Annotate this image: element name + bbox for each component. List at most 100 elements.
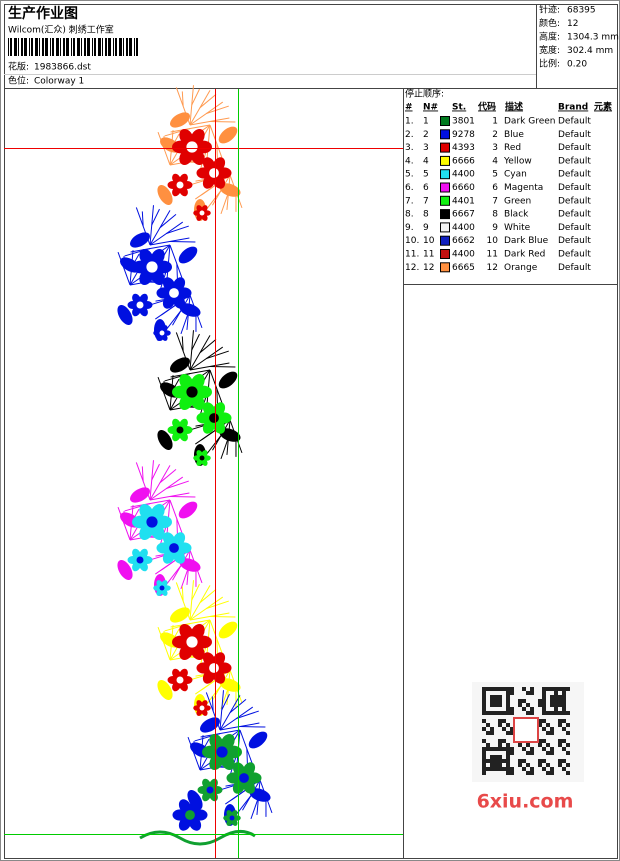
- bar: [66, 38, 69, 56]
- row-description: Dark Green: [504, 117, 555, 127]
- qr-module: [490, 759, 494, 763]
- qr-module: [486, 747, 490, 751]
- qr-module: [486, 711, 490, 715]
- row-code: 7: [492, 196, 498, 206]
- bar: [129, 38, 132, 56]
- bar: [60, 38, 61, 56]
- bar: [50, 38, 51, 56]
- column-header: 元素: [594, 101, 612, 113]
- qr-module: [510, 727, 514, 731]
- row-st: 4393: [452, 143, 475, 153]
- flower-center: [185, 810, 195, 820]
- petal: [161, 588, 168, 596]
- sprig: [181, 91, 184, 107]
- bar: [115, 38, 117, 56]
- qr-module: [482, 691, 486, 695]
- qr-module: [494, 755, 498, 759]
- petal: [202, 157, 216, 172]
- bar: [84, 38, 86, 56]
- sprig: [189, 85, 194, 126]
- qr-module: [530, 771, 534, 775]
- qr-module: [498, 767, 502, 771]
- petal: [209, 734, 224, 751]
- flower-center: [209, 413, 219, 423]
- title: 生产作业图: [8, 5, 78, 22]
- qr-module: [546, 731, 550, 735]
- sprig: [236, 710, 259, 720]
- row-description: Magenta: [504, 183, 543, 193]
- qr-module: [490, 703, 494, 707]
- sprig: [155, 304, 176, 320]
- qr-module: [558, 719, 562, 723]
- row-description: Green: [504, 196, 531, 206]
- qr-module: [558, 711, 562, 715]
- petal: [161, 325, 168, 333]
- flower-center: [239, 773, 249, 783]
- petal: [220, 753, 235, 770]
- petal: [139, 548, 148, 560]
- sprig: [195, 679, 216, 695]
- qr-module: [486, 759, 490, 763]
- qr-module: [526, 751, 530, 755]
- qr-module: [562, 691, 566, 695]
- petal: [231, 818, 238, 826]
- bar: [8, 38, 9, 56]
- qr-module: [510, 691, 514, 695]
- flower-center: [186, 386, 198, 398]
- flower-center: [136, 556, 144, 564]
- sprig: [209, 619, 225, 658]
- colorway: Colorway 1: [34, 77, 84, 87]
- qr-module: [518, 703, 522, 707]
- flower-center: [169, 288, 179, 298]
- bar: [73, 38, 75, 56]
- qr-module: [542, 707, 546, 711]
- qr-module: [538, 719, 542, 723]
- sprig: [221, 693, 230, 711]
- row-n: 4: [423, 156, 429, 166]
- qr-module: [538, 703, 542, 707]
- qr-module: [526, 763, 530, 767]
- qr-module: [554, 703, 558, 707]
- qr-module: [558, 763, 562, 767]
- qr-module: [510, 711, 514, 715]
- flower-center: [206, 786, 214, 794]
- qr-module: [510, 751, 514, 755]
- color-swatch: [440, 142, 450, 153]
- flower-center: [159, 330, 165, 336]
- bar: [14, 38, 17, 56]
- sprig: [169, 496, 196, 498]
- sprig: [199, 338, 217, 354]
- qr-module: [490, 747, 494, 751]
- qr-module: [506, 751, 510, 755]
- row-index: 6.: [405, 183, 414, 193]
- row-index: 5.: [405, 170, 414, 180]
- qr-module: [538, 763, 542, 767]
- qr-module: [498, 747, 502, 751]
- qr-module: [506, 759, 510, 763]
- qr-module: [498, 763, 502, 767]
- qr-module: [542, 691, 546, 695]
- bar: [39, 38, 40, 56]
- sprig: [180, 312, 189, 335]
- qr-module: [494, 687, 498, 691]
- qr-module: [506, 687, 510, 691]
- qr-module: [518, 759, 522, 763]
- leaf: [219, 428, 241, 442]
- qr-module: [482, 711, 486, 715]
- row-code: 3: [492, 143, 498, 153]
- petal: [172, 668, 181, 680]
- qr-module: [566, 743, 570, 747]
- qr-module: [546, 687, 550, 691]
- qr-module: [494, 767, 498, 771]
- qr-module: [558, 687, 562, 691]
- sprig: [169, 244, 185, 283]
- petal: [190, 643, 205, 660]
- flower-center: [199, 705, 205, 711]
- petal: [179, 374, 194, 391]
- petal: [179, 129, 194, 146]
- petal: [161, 333, 168, 341]
- bar: [77, 38, 80, 56]
- petal: [162, 277, 176, 292]
- qr-module: [522, 707, 526, 711]
- petal: [190, 624, 205, 641]
